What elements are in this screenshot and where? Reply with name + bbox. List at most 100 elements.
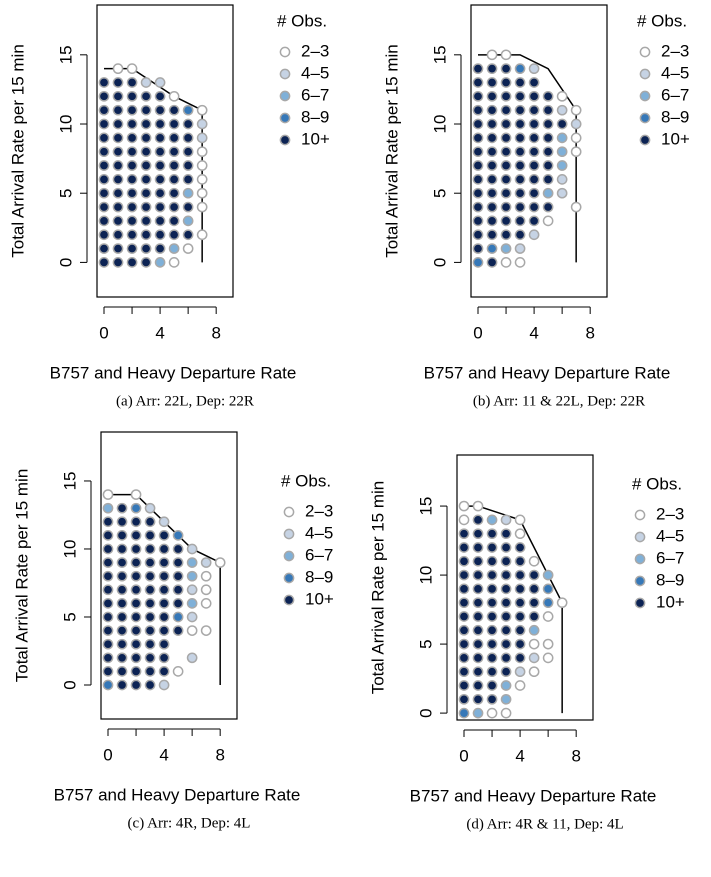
data-point — [472, 542, 484, 553]
y-axis-label: Total Arrival Rate per 15 min — [382, 44, 401, 258]
x-tick-label: 0 — [473, 323, 482, 342]
data-point — [500, 132, 512, 144]
data-point — [168, 118, 180, 130]
data-point — [458, 500, 470, 512]
data-point — [116, 652, 128, 664]
y-tick-label: 10 — [56, 115, 75, 134]
data-point — [472, 583, 484, 595]
legend-swatch — [639, 68, 651, 80]
legend-label: 6–7 — [661, 85, 689, 104]
data-point — [130, 557, 142, 568]
data-point — [182, 146, 194, 158]
data-point — [500, 638, 512, 650]
data-point — [196, 104, 208, 116]
data-point — [458, 542, 470, 553]
data-point — [98, 229, 110, 241]
legend-label: 2–3 — [305, 501, 333, 520]
data-point — [514, 174, 526, 185]
data-point — [154, 104, 166, 116]
data-point — [528, 104, 540, 116]
data-point — [102, 530, 114, 541]
data-point — [126, 104, 138, 116]
data-point — [514, 680, 526, 691]
data-point — [472, 77, 484, 88]
data-point — [186, 611, 198, 623]
y-tick-label: 10 — [416, 566, 435, 585]
data-point — [112, 201, 124, 213]
data-point — [200, 625, 212, 636]
data-point — [486, 90, 498, 102]
data-point — [168, 229, 180, 241]
data-point — [472, 624, 484, 636]
data-point — [514, 257, 526, 268]
data-point — [486, 680, 498, 691]
data-point — [472, 693, 484, 705]
data-point — [102, 557, 114, 568]
data-point — [514, 528, 526, 540]
data-point — [168, 243, 180, 254]
data-point — [186, 570, 198, 582]
plot-box — [456, 454, 594, 721]
data-point — [172, 625, 184, 636]
data-point — [168, 90, 180, 102]
data-point — [500, 680, 512, 691]
data-point — [472, 160, 484, 171]
data-point — [200, 598, 212, 609]
y-tick-label: 15 — [416, 497, 435, 516]
x-tick-label: 4 — [515, 746, 524, 765]
data-point — [158, 666, 170, 677]
data-point — [542, 160, 554, 171]
legend-label: 2–3 — [301, 41, 329, 60]
data-point — [486, 63, 498, 75]
data-point — [98, 243, 110, 254]
data-point — [98, 90, 110, 102]
data-point — [98, 187, 110, 199]
data-point — [172, 557, 184, 568]
data-point — [112, 132, 124, 144]
legend-swatch — [283, 506, 295, 518]
data-point — [500, 104, 512, 116]
data-point — [472, 528, 484, 540]
data-point — [458, 652, 470, 664]
data-point — [172, 611, 184, 623]
data-point — [514, 77, 526, 88]
data-point — [116, 679, 128, 691]
y-axis-label: Total Arrival Rate per 15 min — [368, 481, 387, 695]
data-point — [102, 584, 114, 596]
data-point — [528, 174, 540, 185]
data-point — [154, 229, 166, 241]
data-point — [102, 666, 114, 677]
data-point — [472, 569, 484, 581]
data-point — [144, 652, 156, 664]
data-point — [486, 666, 498, 678]
data-point — [500, 555, 512, 567]
data-point — [130, 598, 142, 609]
data-point — [126, 215, 138, 227]
data-point — [168, 160, 180, 171]
data-point — [570, 118, 582, 130]
legend-swatch — [639, 134, 651, 146]
data-point — [486, 77, 498, 88]
data-point — [112, 174, 124, 185]
data-point — [102, 598, 114, 609]
x-tick-label: 0 — [103, 745, 112, 764]
data-point — [472, 187, 484, 199]
data-point — [570, 104, 582, 116]
data-point — [472, 63, 484, 75]
data-point — [500, 542, 512, 553]
legend-label: 4–5 — [301, 63, 329, 82]
y-axis-label: Total Arrival Rate per 15 min — [8, 44, 27, 258]
data-point — [514, 569, 526, 581]
data-point — [144, 530, 156, 541]
data-point — [514, 104, 526, 116]
legend-swatch — [283, 572, 295, 584]
data-point — [486, 160, 498, 171]
data-point — [542, 583, 554, 595]
data-point — [570, 146, 582, 158]
legend-title: # Obs. — [632, 474, 682, 493]
data-point — [144, 638, 156, 650]
data-point — [514, 583, 526, 595]
legend-swatch — [634, 531, 646, 543]
data-point — [486, 174, 498, 185]
data-point — [140, 146, 152, 158]
